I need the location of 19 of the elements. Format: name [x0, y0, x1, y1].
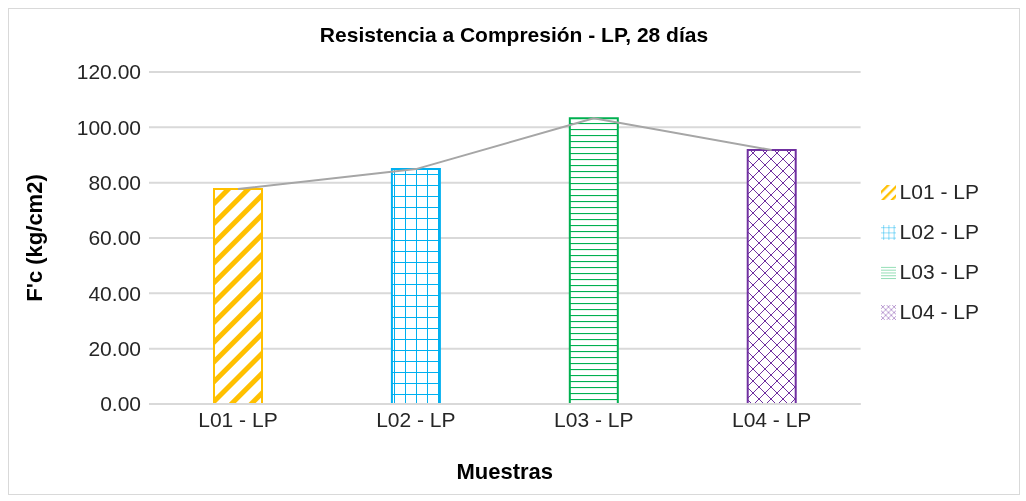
y-tick-label: 100.00 [76, 115, 141, 139]
x-tick-label: L03 - LP [554, 407, 634, 431]
y-tick-label: 40.00 [88, 281, 141, 305]
legend-label: L04 - LP [899, 299, 979, 323]
legend-label: L01 - LP [899, 179, 979, 203]
chart-title: Resistencia a Compresión - LP, 28 días [318, 23, 710, 47]
y-tick-label: 80.00 [88, 171, 141, 195]
legend-label: L02 - LP [899, 219, 979, 243]
y-tick-label: 60.00 [88, 226, 141, 250]
x-axis-title: Muestras [456, 459, 554, 484]
legend-label: L03 - LP [899, 259, 979, 283]
line-series [236, 117, 773, 191]
y-tick-label: 20.00 [88, 337, 141, 361]
x-tick-label: L02 - LP [376, 407, 456, 431]
x-tick-label: L01 - LP [198, 407, 278, 431]
y-tick-label: 0.00 [100, 392, 141, 416]
y-tick-label: 120.00 [76, 60, 141, 84]
y-axis-title: F'c (kg/cm2) [21, 174, 47, 302]
x-tick-label: L04 - LP [731, 407, 812, 431]
